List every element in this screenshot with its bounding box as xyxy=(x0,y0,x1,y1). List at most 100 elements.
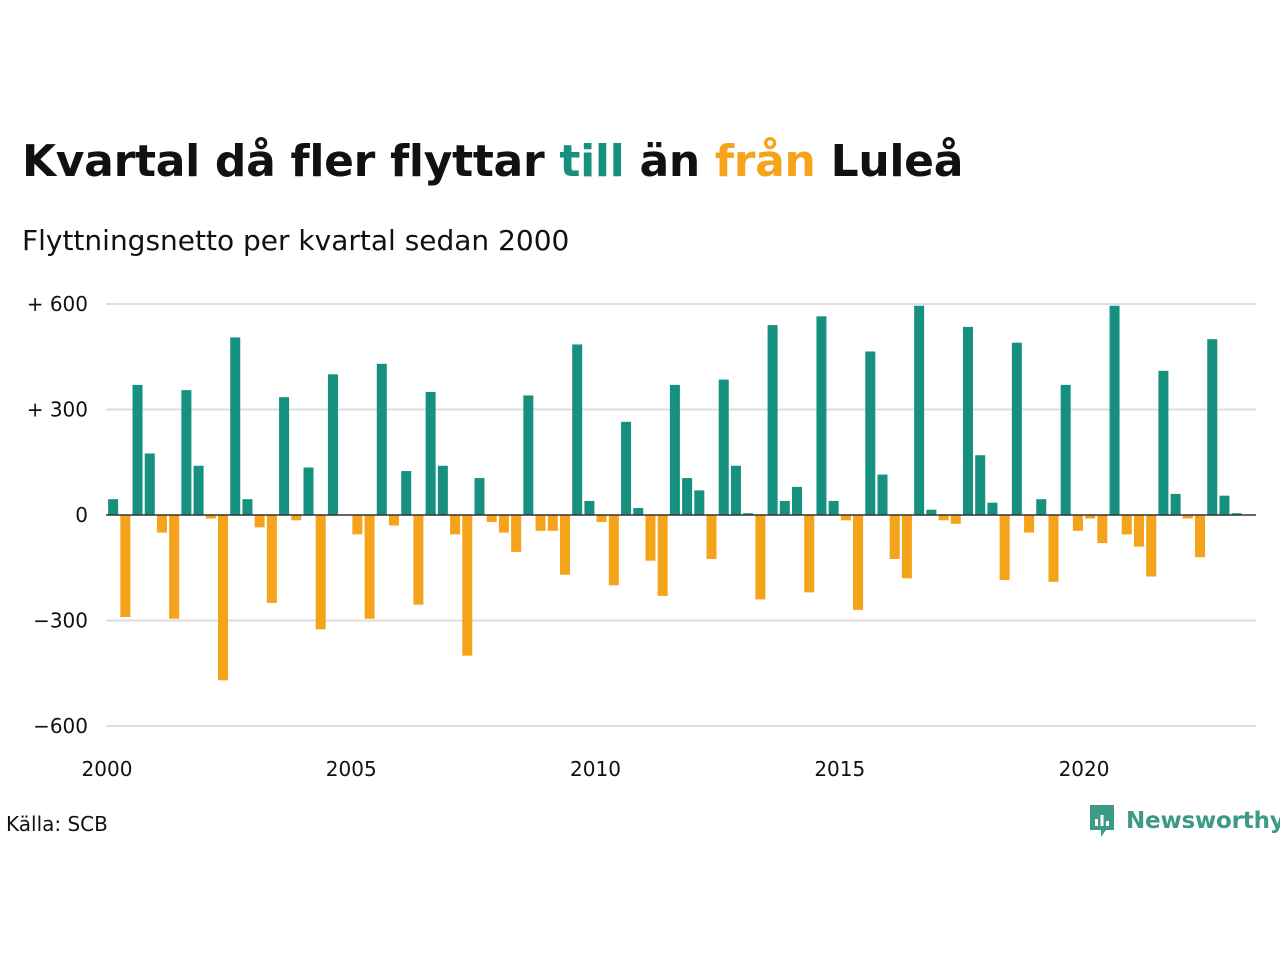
bar xyxy=(181,390,192,515)
bar xyxy=(657,515,668,596)
title-part1: Kvartal då fler flyttar xyxy=(22,136,560,187)
bar xyxy=(169,515,180,619)
bar xyxy=(1146,515,1157,577)
bar xyxy=(877,474,888,515)
bar xyxy=(511,515,522,552)
bar xyxy=(901,515,912,579)
bar xyxy=(743,513,754,515)
title-highlight-till: till xyxy=(559,136,625,187)
bar xyxy=(1133,515,1144,547)
bar xyxy=(596,515,607,523)
bar xyxy=(1072,515,1083,531)
bar xyxy=(193,465,204,515)
bar xyxy=(1207,339,1218,515)
bar xyxy=(1219,495,1230,515)
bar xyxy=(108,499,119,515)
bar xyxy=(132,384,143,515)
bar xyxy=(1109,305,1120,515)
bar xyxy=(840,515,851,521)
chart-title: Kvartal då fler flyttar till än från Lul… xyxy=(22,132,963,192)
bar xyxy=(1024,515,1035,533)
bar xyxy=(425,391,436,515)
bar xyxy=(926,509,937,515)
bar xyxy=(975,455,986,515)
bar xyxy=(205,515,216,519)
y-tick-label: −600 xyxy=(33,714,88,738)
bar xyxy=(376,363,387,515)
bar xyxy=(279,397,290,515)
bar xyxy=(779,500,790,515)
bar xyxy=(498,515,509,533)
x-tick-label: 2010 xyxy=(570,757,621,781)
bar-chart: + 600 + 300 0 −300 −600 2000 2005 2010 2015 2020 xyxy=(27,292,1256,781)
bar xyxy=(853,515,864,610)
bars xyxy=(108,305,1242,681)
bar xyxy=(254,515,265,528)
brand-logo-group[interactable]: Newsworthy xyxy=(1088,803,1280,839)
bar xyxy=(804,515,815,593)
bar xyxy=(730,465,741,515)
x-tick-label: 2000 xyxy=(82,757,133,781)
bar xyxy=(1036,499,1047,515)
source-note: Källa: SCB xyxy=(6,812,108,836)
bar xyxy=(1158,370,1169,515)
bar xyxy=(682,478,693,515)
bar xyxy=(474,478,485,515)
bar xyxy=(1121,515,1132,535)
bar xyxy=(767,325,778,515)
bar xyxy=(1097,515,1108,544)
bar xyxy=(120,515,131,617)
bar xyxy=(1085,515,1096,519)
bar xyxy=(1182,515,1193,519)
bar xyxy=(1060,384,1071,515)
bar xyxy=(230,337,241,515)
bar xyxy=(1170,493,1181,515)
bar xyxy=(962,326,973,515)
title-highlight-fran: från xyxy=(714,136,816,187)
bar xyxy=(950,515,961,524)
bar xyxy=(718,379,729,515)
bar xyxy=(437,465,448,515)
x-tick-label: 2020 xyxy=(1059,757,1110,781)
x-tick-label: 2015 xyxy=(814,757,865,781)
bar xyxy=(889,515,900,559)
grid-lines xyxy=(106,303,1256,727)
bar xyxy=(266,515,277,603)
y-tick-label: −300 xyxy=(33,609,88,633)
bar xyxy=(669,384,680,515)
bar xyxy=(999,515,1010,581)
y-tick-label: + 600 xyxy=(27,292,88,316)
bar xyxy=(156,515,167,533)
bar xyxy=(938,515,949,521)
bar xyxy=(828,500,839,515)
y-tick-label: + 300 xyxy=(27,398,88,422)
x-axis-labels: 2000 2005 2010 2015 2020 xyxy=(82,757,1110,781)
bar xyxy=(914,305,925,515)
bar xyxy=(364,515,375,619)
bar xyxy=(523,395,534,515)
chart-subtitle: Flyttningsnetto per kvartal sedan 2000 xyxy=(22,224,570,257)
bar xyxy=(450,515,461,535)
brand-name: Newsworthy xyxy=(1126,808,1280,834)
bar xyxy=(1048,515,1059,582)
title-part3: Luleå xyxy=(815,136,964,187)
bar xyxy=(401,471,412,515)
bar xyxy=(987,502,998,515)
bar xyxy=(755,515,766,600)
newsworthy-logo-icon xyxy=(1090,805,1114,837)
x-tick-label: 2005 xyxy=(326,757,377,781)
bar xyxy=(559,515,570,575)
bar xyxy=(621,421,632,515)
bar xyxy=(413,515,424,605)
bar xyxy=(242,499,253,515)
bar xyxy=(608,515,619,586)
title-part2: än xyxy=(624,136,715,187)
bar xyxy=(291,515,302,521)
bar xyxy=(865,351,876,515)
bar xyxy=(144,453,155,515)
bar xyxy=(572,344,583,515)
y-tick-label: 0 xyxy=(75,503,88,527)
bar xyxy=(535,515,546,531)
bar xyxy=(486,515,497,523)
bar xyxy=(388,515,399,526)
